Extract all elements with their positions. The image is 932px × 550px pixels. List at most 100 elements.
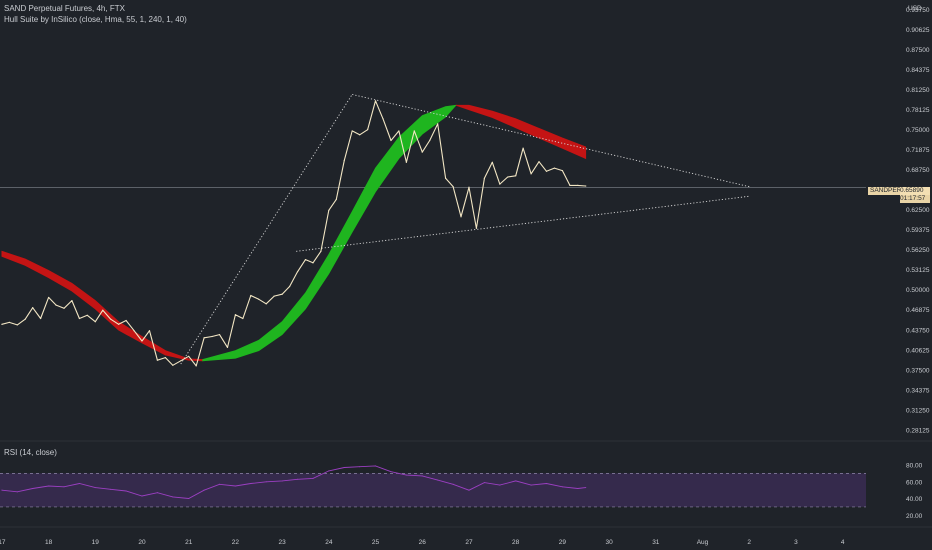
rsi-point: [546, 482, 548, 484]
time-tick-label: 31: [652, 539, 660, 546]
price-point: [545, 170, 548, 172]
price-tick-label: 0.75000: [906, 127, 930, 134]
price-point: [460, 216, 462, 218]
price-point: [405, 161, 407, 163]
hull-segment-down: [455, 104, 587, 160]
rsi-point: [203, 489, 205, 491]
price-tick-label: 0.40625: [906, 347, 930, 354]
price-point: [561, 170, 563, 172]
price-point: [180, 360, 182, 362]
price-point: [32, 307, 34, 309]
bar-countdown: 01:17:57: [900, 195, 930, 203]
price-tick-label: 0.28125: [906, 427, 930, 434]
price-point: [55, 304, 57, 306]
price-point: [335, 198, 337, 201]
price-point: [86, 314, 88, 316]
price-point: [585, 185, 587, 187]
price-point: [94, 321, 96, 323]
price-point: [382, 118, 384, 120]
rsi-point: [312, 477, 314, 479]
price-point: [148, 330, 151, 332]
price-point: [452, 186, 454, 188]
price-point: [374, 100, 377, 102]
price-point: [211, 335, 213, 338]
indicator-label[interactable]: Hull Suite by InSilico (close, Hma, 55, …: [4, 15, 187, 24]
rsi-point: [78, 482, 80, 484]
rsi-point: [483, 482, 485, 484]
time-tick-label: 28: [512, 539, 520, 546]
rsi-point: [219, 483, 221, 485]
rsi-tick-label: 80.00: [906, 463, 923, 470]
rsi-point: [1, 489, 3, 491]
time-tick-label: 2: [747, 539, 751, 546]
price-point: [367, 129, 369, 131]
price-point: [16, 324, 18, 326]
price-tick-label: 0.56250: [906, 247, 930, 254]
rsi-point: [234, 485, 236, 487]
rsi-point: [530, 484, 532, 486]
rsi-tick-label: 40.00: [906, 496, 923, 503]
price-point: [413, 130, 415, 132]
time-tick-label: 24: [325, 539, 333, 546]
rsi-point: [156, 492, 158, 494]
last-price-tag: 0.65890: [900, 187, 930, 195]
price-point: [78, 317, 81, 320]
price-point: [118, 323, 120, 325]
rsi-point: [390, 471, 392, 473]
price-point: [437, 123, 439, 125]
chart-title: SAND Perpetual Futures, 4h, FTX: [4, 4, 125, 13]
price-point: [218, 333, 221, 336]
price-point: [63, 307, 65, 309]
rsi-point: [250, 482, 252, 484]
rsi-point: [94, 487, 96, 489]
price-line: [1, 100, 586, 367]
price-point: [40, 317, 42, 320]
price-point: [515, 175, 517, 177]
price-point: [483, 177, 485, 179]
price-tick-label: 0.43750: [906, 327, 930, 334]
rsi-point: [141, 495, 143, 497]
price-tick-label: 0.90625: [906, 27, 930, 34]
price-tick-label: 0.53125: [906, 267, 930, 274]
price-point: [359, 134, 361, 136]
rsi-point: [437, 479, 439, 481]
time-tick-label: 27: [465, 539, 473, 546]
price-point: [296, 271, 299, 273]
price-point: [71, 300, 73, 302]
hull-band: [1, 104, 587, 362]
rsi-label[interactable]: RSI (14, close): [4, 448, 57, 457]
rsi-point: [125, 490, 127, 492]
price-tick-label: 0.37500: [906, 367, 930, 374]
price-point: [125, 319, 127, 322]
price-point: [24, 318, 26, 320]
rsi-point: [16, 491, 18, 493]
rsi-point: [577, 487, 579, 489]
price-point: [8, 321, 10, 323]
price-point: [1, 323, 3, 325]
rsi-point: [172, 496, 174, 498]
price-point: [499, 183, 501, 185]
price-point: [468, 186, 470, 188]
grid: [0, 187, 932, 528]
price-tick-label: 0.34375: [906, 387, 930, 394]
price-tick-label: 0.84375: [906, 67, 930, 74]
rsi-point: [188, 498, 190, 500]
trend-lines: [180, 94, 750, 365]
rsi-point: [265, 481, 267, 483]
time-tick-label: 21: [185, 539, 193, 546]
price-point: [507, 176, 509, 178]
rsi-point: [297, 478, 299, 480]
price-tick-label: 0.78125: [906, 107, 930, 114]
time-tick-label: Aug: [697, 539, 709, 546]
price-point: [133, 330, 135, 332]
time-axis[interactable]: 17 18 19 20 21 22 23 24 25 26 27 28 29 30 31 Aug 2 3 4: [0, 539, 845, 546]
rsi-point: [281, 480, 283, 482]
rsi-pane: [0, 465, 866, 508]
price-point: [164, 357, 166, 359]
price-point: [141, 340, 143, 342]
price-point: [553, 167, 556, 169]
rsi-point: [32, 487, 34, 489]
rsi-point: [359, 466, 361, 468]
